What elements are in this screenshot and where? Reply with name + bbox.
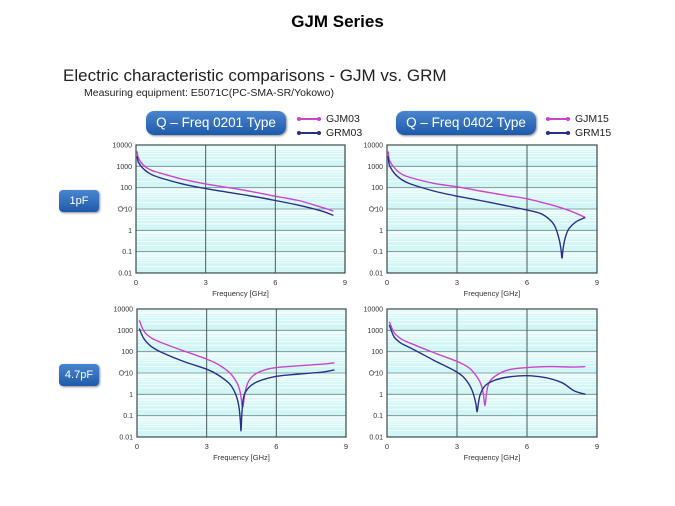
y-tick-label: 1000 (116, 164, 132, 171)
y-tick-label: 0.1 (122, 249, 132, 256)
y-axis-label: Q (367, 206, 376, 212)
legend-line-icon (546, 131, 570, 135)
row-label-4-7pf: 4.7pF (59, 364, 99, 386)
x-axis-label: Frequency [GHz] (213, 453, 270, 462)
y-axis-label: Q (116, 206, 125, 212)
subheading: Measuring equipment: E5071C(PC-SMA-SR/Yo… (84, 87, 334, 99)
chart-0: 10000 1000 100 10 1 0.1 0.010 3 6 9 Frequency [GHz… (113, 143, 348, 299)
plot-border (386, 308, 598, 438)
y-axis-label: Q (117, 370, 126, 376)
x-axis-label: Frequency [GHz] (212, 289, 269, 298)
series-line-gjm (388, 321, 586, 407)
y-tick-label: 10000 (364, 143, 384, 150)
series-line-grm (138, 328, 335, 432)
slide-title: GJM Series (291, 12, 384, 31)
y-tick-label: 0.1 (373, 249, 383, 256)
header-0402-type: Q – Freq 0402 Type (396, 111, 536, 135)
legend-line-icon (546, 117, 570, 121)
x-tick-label: 6 (525, 278, 529, 287)
series-line-gjm03 (136, 151, 334, 212)
legend-line-icon (297, 131, 321, 135)
row-label-1pf: 1pF (59, 190, 99, 212)
x-tick-label: 9 (595, 278, 599, 287)
x-tick-label: 0 (385, 278, 389, 287)
x-tick-label: 0 (385, 442, 389, 451)
x-tick-label: 3 (455, 278, 459, 287)
x-tick-label: 9 (344, 442, 348, 451)
y-tick-label: 1 (128, 228, 132, 235)
y-tick-label: 10 (125, 371, 133, 378)
y-tick-label: 10000 (364, 307, 384, 314)
y-tick-label: 1 (129, 392, 133, 399)
y-tick-label: 0.01 (119, 435, 133, 442)
y-tick-label: 0.01 (369, 435, 383, 442)
x-tick-label: 9 (595, 442, 599, 451)
y-tick-label: 10 (375, 207, 383, 214)
y-tick-label: 1000 (117, 328, 133, 335)
x-tick-label: 6 (274, 442, 278, 451)
x-tick-label: 0 (135, 442, 139, 451)
heading: Electric characteristic comparisons - GJ… (63, 66, 447, 85)
series-line-gjm15 (387, 151, 586, 219)
series-line-grm (388, 324, 586, 413)
legend-item-gjm15: GJM15 (546, 112, 611, 126)
series-line-grm15 (387, 156, 586, 259)
y-tick-label: 0.01 (369, 271, 383, 278)
y-tick-label: 100 (120, 185, 132, 192)
y-tick-label: 100 (371, 349, 383, 356)
plot-border (136, 308, 347, 438)
legend-0201: GJM03 GRM03 (297, 112, 362, 140)
y-tick-label: 0.1 (123, 413, 133, 420)
legend-line-icon (297, 117, 321, 121)
y-tick-label: 1 (379, 392, 383, 399)
x-tick-label: 0 (134, 278, 138, 287)
x-axis-label: Frequency [GHz] (464, 453, 521, 462)
x-tick-label: 6 (525, 442, 529, 451)
plot-border (135, 144, 346, 274)
y-tick-label: 10 (375, 371, 383, 378)
y-tick-label: 0.1 (373, 413, 383, 420)
header-0201-type: Q – Freq 0201 Type (146, 111, 286, 135)
y-tick-label: 10000 (113, 143, 133, 150)
chart-2: 10000 1000 100 10 1 0.1 0.010 3 6 9 Frequency [GHz… (114, 307, 349, 463)
y-tick-label: 1000 (367, 328, 383, 335)
x-tick-label: 3 (205, 442, 209, 451)
series-line-grm03 (136, 156, 334, 217)
legend-item-grm15: GRM15 (546, 126, 611, 140)
y-tick-label: 100 (371, 185, 383, 192)
y-tick-label: 0.01 (118, 271, 132, 278)
x-axis-label: Frequency [GHz] (464, 289, 521, 298)
series-line-gjm (138, 319, 335, 408)
y-tick-label: 10 (124, 207, 132, 214)
y-axis-label: Q (367, 370, 376, 376)
y-tick-label: 1 (379, 228, 383, 235)
legend-item-grm03: GRM03 (297, 126, 362, 140)
x-tick-label: 9 (343, 278, 347, 287)
legend-item-gjm03: GJM03 (297, 112, 362, 126)
plot-border (386, 144, 598, 274)
chart-3: 10000 1000 100 10 1 0.1 0.010 3 6 9 Frequency [GHz… (364, 307, 600, 463)
y-tick-label: 1000 (367, 164, 383, 171)
x-tick-label: 3 (455, 442, 459, 451)
y-tick-label: 100 (121, 349, 133, 356)
x-tick-label: 3 (204, 278, 208, 287)
chart-1: 10000 1000 100 10 1 0.1 0.010 3 6 9 Frequency [GHz… (364, 143, 600, 299)
y-tick-label: 10000 (114, 307, 134, 314)
x-tick-label: 6 (273, 278, 277, 287)
legend-0402: GJM15 GRM15 (546, 112, 611, 140)
